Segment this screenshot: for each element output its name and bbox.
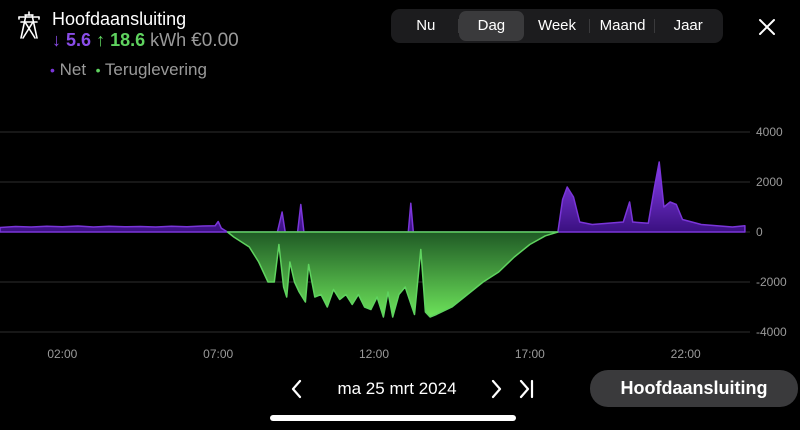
return-area bbox=[226, 231, 559, 318]
chevron-left-icon[interactable] bbox=[289, 378, 305, 400]
legend-return-label: Teruglevering bbox=[104, 60, 207, 79]
power-pylon-icon bbox=[18, 11, 40, 39]
y-tick-label: 2000 bbox=[756, 175, 783, 189]
x-tick-label: 07:00 bbox=[203, 347, 233, 361]
tab-jaar[interactable]: Jaar bbox=[673, 17, 703, 34]
export-value: 18.6 bbox=[110, 30, 146, 50]
tab-nu[interactable]: Nu bbox=[393, 11, 459, 41]
period-tabs: Nu Dag Week Maand Jaar bbox=[391, 9, 723, 43]
export-arrow: ↑ bbox=[96, 30, 106, 50]
legend-net-dot: • bbox=[50, 62, 55, 78]
close-icon[interactable] bbox=[756, 16, 778, 38]
selected-date: ma 25 mrt 2024 bbox=[337, 379, 457, 398]
tab-dag[interactable]: Dag bbox=[458, 11, 525, 41]
legend-return-dot: • bbox=[95, 62, 101, 78]
legend-net-label: Net bbox=[59, 60, 87, 79]
x-tick-label: 12:00 bbox=[359, 347, 389, 361]
y-tick-label: -2000 bbox=[756, 275, 787, 289]
home-indicator bbox=[270, 415, 516, 421]
y-tick-label: -4000 bbox=[756, 325, 787, 339]
x-tick-label: 02:00 bbox=[47, 347, 77, 361]
energy-summary: ↓ 5.6 ↑ 18.6 kWh €0.00 bbox=[52, 30, 239, 52]
y-tick-label: 0 bbox=[756, 225, 763, 239]
page-title: Hoofdaansluiting bbox=[52, 9, 187, 29]
import-value: 5.6 bbox=[66, 30, 92, 50]
energy-chart: 4000 2000 0 -2000 -4000 02:00 07:00 12:00 17:00 2… bbox=[0, 125, 787, 361]
net-area bbox=[0, 161, 746, 233]
connection-button[interactable]: Hoofdaansluiting bbox=[590, 370, 798, 407]
chevron-right-icon[interactable] bbox=[488, 378, 504, 400]
energy-unit: kWh bbox=[150, 30, 187, 50]
import-arrow: ↓ bbox=[52, 30, 61, 50]
x-tick-label: 22:00 bbox=[671, 347, 701, 361]
tab-maand[interactable]: Maand bbox=[590, 11, 656, 41]
cost-value: €0.00 bbox=[191, 30, 239, 51]
chart-legend: • Net • Teruglevering bbox=[50, 60, 207, 80]
y-tick-label: 4000 bbox=[756, 125, 783, 139]
skip-to-end-icon[interactable] bbox=[516, 378, 536, 400]
tab-week[interactable]: Week bbox=[524, 11, 590, 41]
x-tick-label: 17:00 bbox=[515, 347, 545, 361]
